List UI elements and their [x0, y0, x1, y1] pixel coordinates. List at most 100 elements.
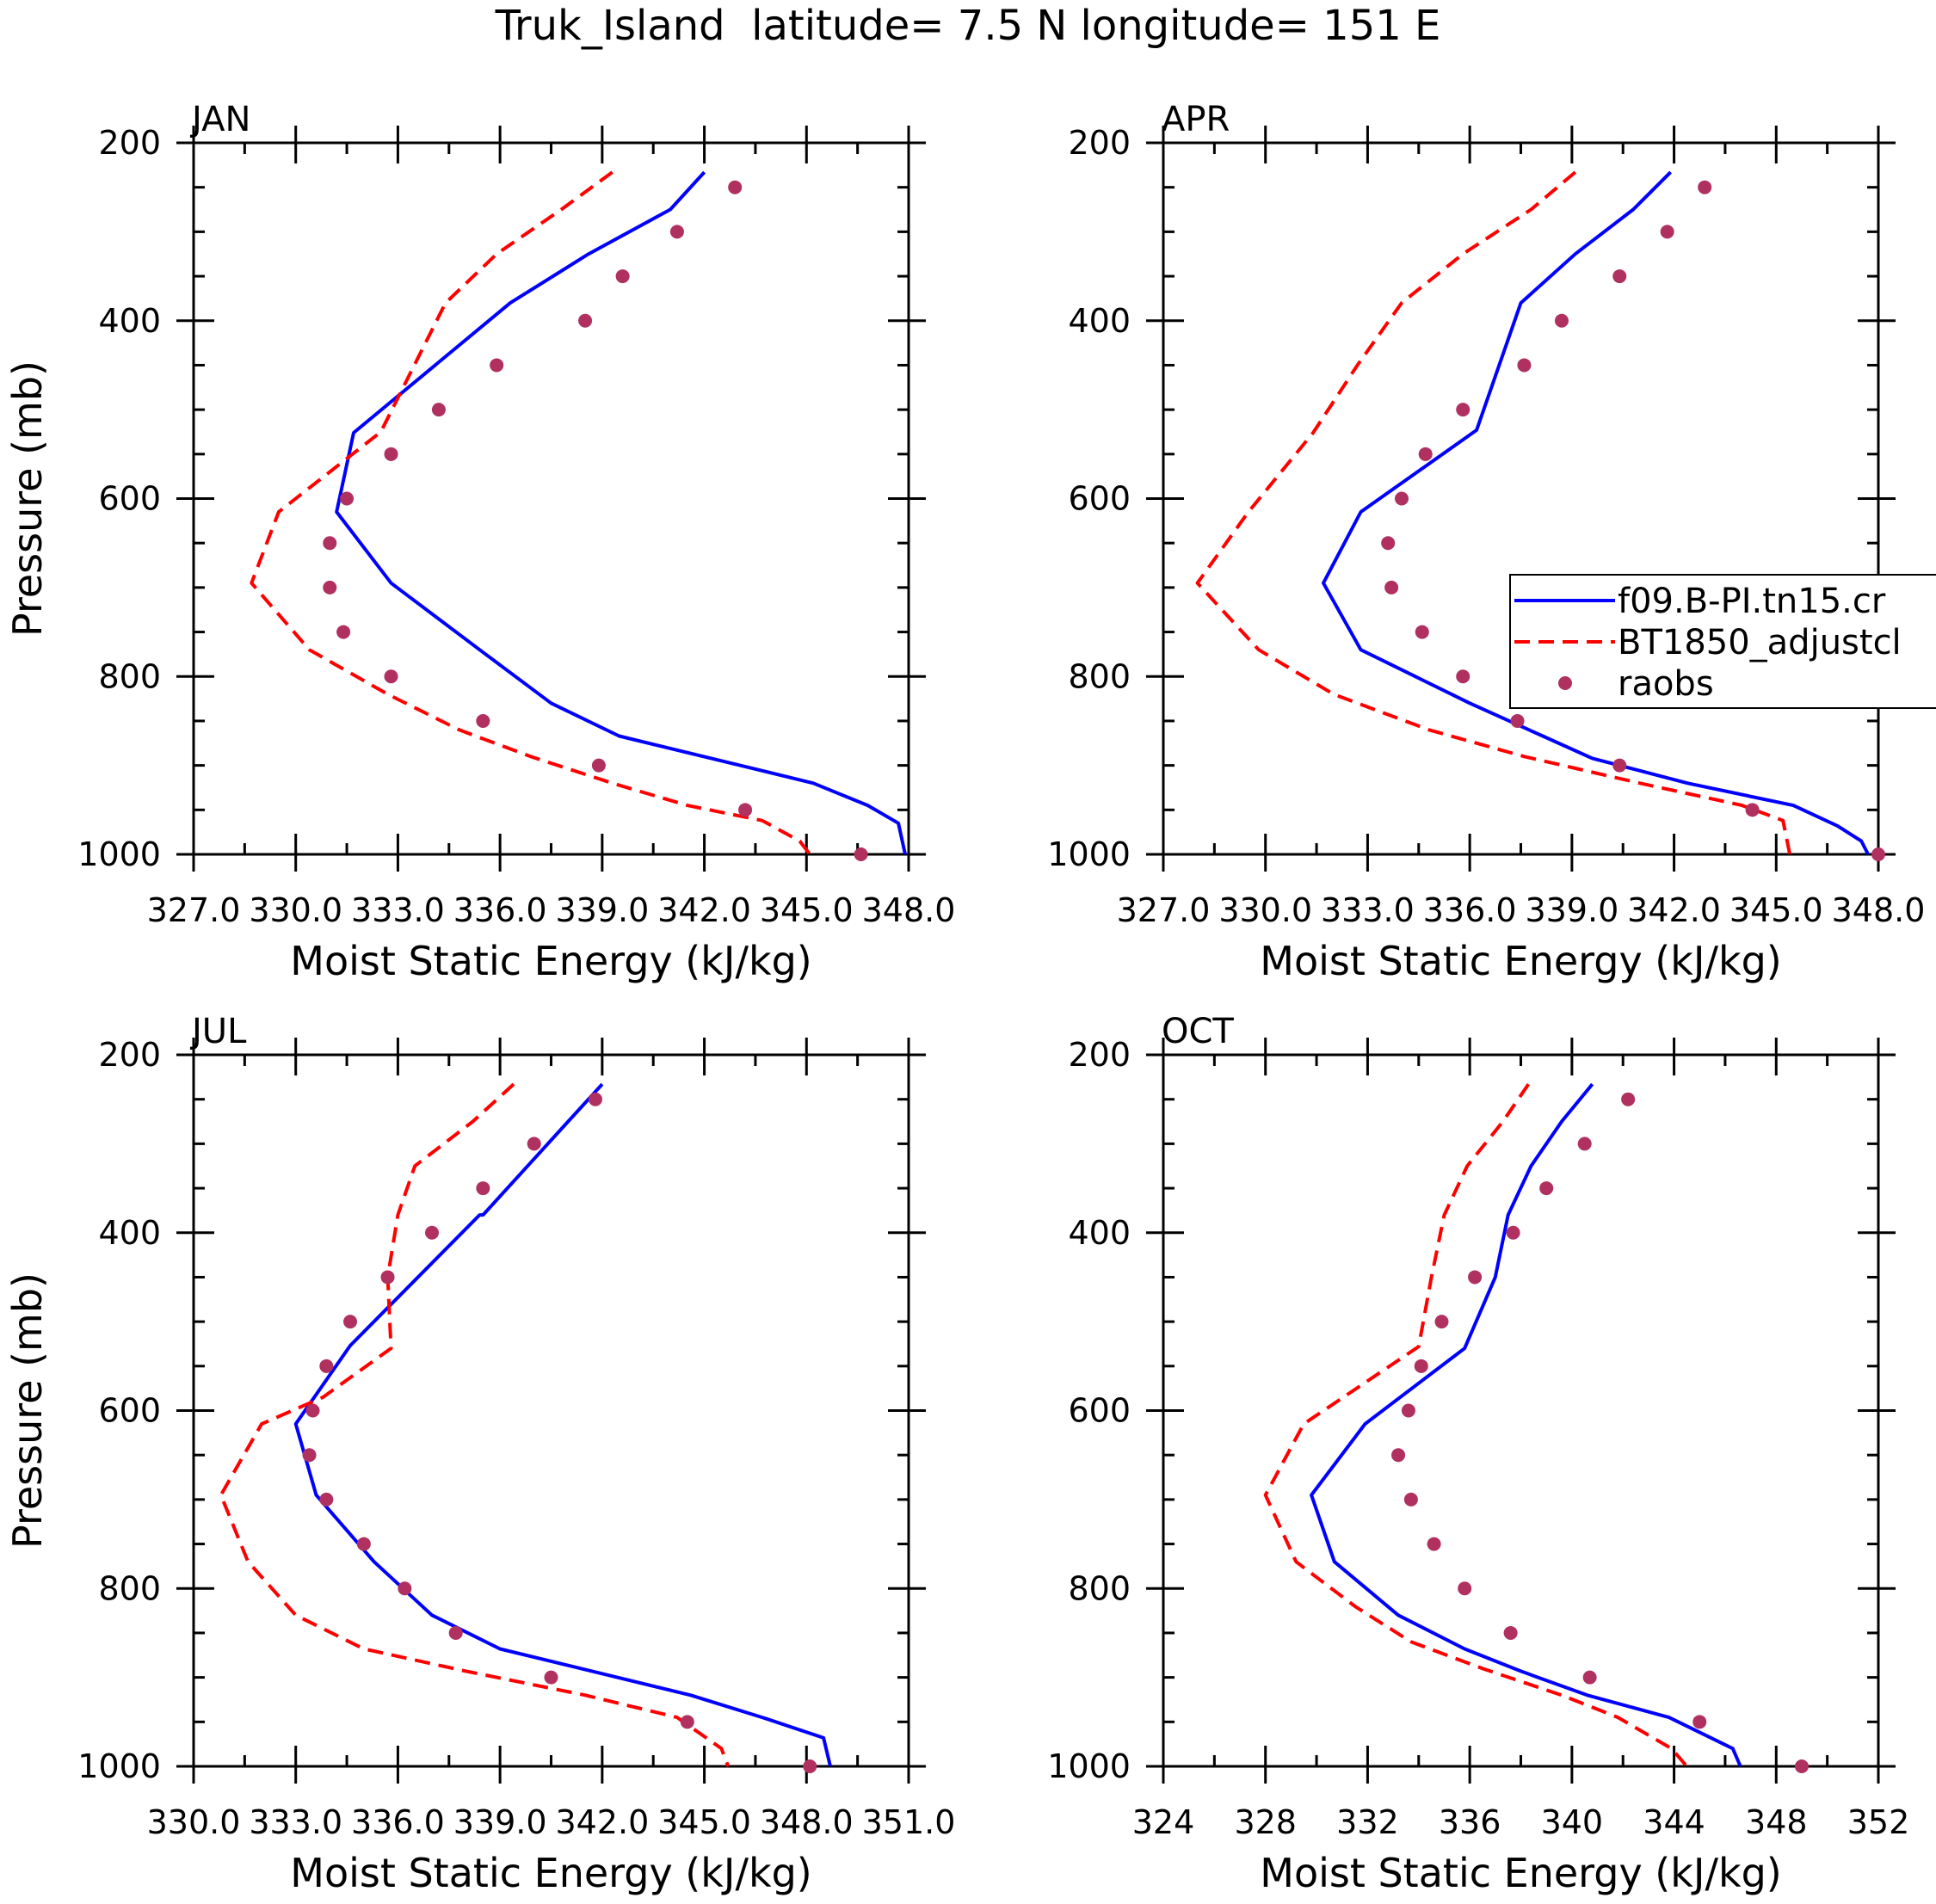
y-tick-label: 200 [1068, 1036, 1131, 1074]
raobs-point [398, 1581, 412, 1596]
raobs-markers [323, 180, 868, 861]
y-tick-label: 1000 [1047, 1747, 1131, 1785]
x-tick-label: 330.0 [249, 891, 342, 929]
y-tick-label: 800 [98, 1569, 161, 1607]
series-line-model-b [250, 170, 811, 856]
raobs-point [738, 803, 753, 817]
y-tick-label: 800 [98, 657, 161, 695]
raobs-markers [1381, 180, 1885, 861]
raobs-point [431, 403, 446, 417]
panel-label: JAN [189, 100, 250, 139]
series-line-model-a [335, 170, 907, 855]
x-tick-label: 339.0 [453, 1803, 547, 1841]
x-tick-label: 336 [1439, 1803, 1501, 1841]
raobs-point [527, 1137, 541, 1151]
panel-label: JUL [189, 1012, 247, 1051]
plot-frame [1162, 141, 1880, 856]
raobs-point [544, 1670, 558, 1685]
x-axis-label: Moist Static Energy (kJ/kg) [290, 1850, 812, 1896]
legend-box [1509, 574, 1936, 709]
x-tick-label: 344 [1643, 1803, 1705, 1841]
x-tick-label: 348.0 [760, 1803, 854, 1841]
series-line-model-b [1195, 170, 1792, 855]
y-tick-label: 600 [98, 480, 161, 518]
raobs-point [1468, 1270, 1483, 1285]
raobs-point [1418, 447, 1433, 461]
raobs-point [305, 1403, 320, 1418]
series-line-model-b [219, 1082, 731, 1767]
raobs-point [854, 847, 868, 861]
raobs-point [1612, 758, 1627, 773]
x-tick-label: 339.0 [1525, 891, 1618, 929]
x-tick-label: 328 [1234, 1803, 1297, 1841]
raobs-point [323, 580, 337, 595]
x-tick-label: 340 [1541, 1803, 1604, 1841]
x-tick-label: 333.0 [351, 891, 445, 929]
raobs-point [1577, 1137, 1592, 1151]
y-tick-label: 800 [1068, 657, 1131, 695]
x-tick-label: 351.0 [862, 1803, 956, 1841]
raobs-point [588, 1092, 602, 1106]
legend-entry-label: raobs [1618, 664, 1714, 704]
raobs-point [323, 536, 337, 551]
x-tick-label: 342.0 [555, 1803, 649, 1841]
x-tick-label: 336.0 [1423, 891, 1517, 929]
x-axis-label: Moist Static Energy (kJ/kg) [290, 938, 812, 984]
raobs-point [1414, 1359, 1428, 1373]
y-tick-label: 1000 [77, 1747, 161, 1785]
x-tick-label: 330.0 [147, 1803, 241, 1841]
y-tick-label: 1000 [77, 835, 161, 873]
raobs-point [343, 1315, 358, 1329]
raobs-point [1391, 1448, 1406, 1463]
x-tick-label: 336.0 [351, 1803, 445, 1841]
raobs-point [1660, 225, 1674, 239]
x-tick-label: 345.0 [760, 891, 854, 929]
raobs-point [1458, 1581, 1472, 1596]
raobs-point [1415, 625, 1429, 639]
y-tick-label: 400 [1068, 1214, 1131, 1252]
x-tick-label: 342.0 [1627, 891, 1721, 929]
x-axis-label: Moist Static Energy (kJ/kg) [1260, 938, 1782, 984]
raobs-point [1871, 847, 1885, 861]
raobs-point [1503, 1625, 1518, 1640]
series-line-model-a [1310, 1082, 1742, 1767]
raobs-point [1745, 803, 1760, 817]
x-tick-label: 352 [1847, 1803, 1910, 1841]
y-axis-label: Pressure (mb) [4, 360, 51, 637]
raobs-point [1456, 403, 1470, 417]
plot-frame [1162, 1053, 1880, 1768]
y-tick-label: 400 [98, 1214, 161, 1252]
raobs-point [728, 180, 743, 194]
x-tick-label: 324 [1132, 1803, 1195, 1841]
x-tick-label: 348.0 [862, 891, 956, 929]
raobs-point [1612, 269, 1627, 284]
x-tick-label: 345.0 [1729, 891, 1823, 929]
y-tick-label: 200 [98, 1036, 161, 1074]
raobs-point [476, 1181, 490, 1196]
raobs-markers [302, 1092, 817, 1773]
raobs-point [669, 225, 684, 239]
y-tick-label: 600 [1068, 480, 1131, 518]
raobs-point [1506, 1225, 1520, 1240]
panel-label: OCT [1162, 1012, 1234, 1051]
raobs-point [1698, 180, 1712, 194]
x-tick-label: 327.0 [147, 891, 241, 929]
raobs-point [1539, 1181, 1554, 1196]
raobs-point [803, 1759, 817, 1773]
series-line-model-b [1263, 1082, 1688, 1768]
x-tick-label: 345.0 [657, 1803, 751, 1841]
raobs-point [319, 1359, 334, 1373]
x-axis-label: Moist Static Energy (kJ/kg) [1260, 1850, 1782, 1896]
legend-entry-label: f09.B-PI.tn15.cr [1618, 582, 1886, 621]
raobs-point [380, 1270, 395, 1285]
x-tick-label: 333.0 [249, 1803, 342, 1841]
raobs-point [591, 758, 606, 773]
raobs-point [336, 625, 351, 639]
raobs-point [448, 1625, 463, 1640]
